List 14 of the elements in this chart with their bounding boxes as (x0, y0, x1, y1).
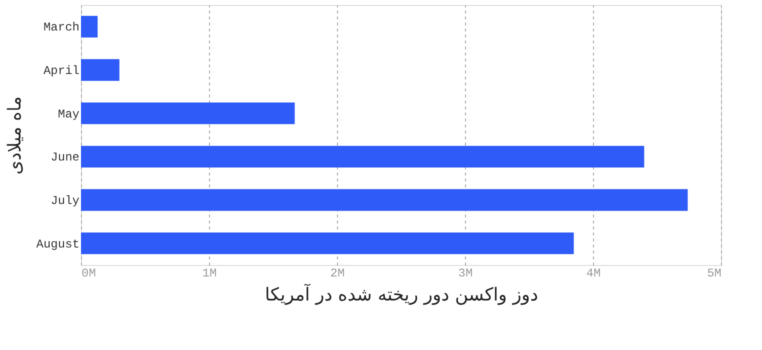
x-tick-label: 1M (202, 266, 217, 280)
y-tick-label: June (50, 150, 80, 165)
y-tick-label: August (36, 237, 80, 252)
y-tick-label: May (58, 107, 80, 122)
x-axis-title: دوز واکسن دور ریخته شده در آمریکا (264, 284, 538, 306)
y-tick-label: April (43, 64, 80, 78)
x-tick-label: 4M (586, 266, 601, 280)
y-tick-label: July (50, 194, 80, 208)
x-tick-label: 3M (458, 266, 473, 280)
x-tick-label: 0M (82, 266, 96, 280)
y-axis-title: ماه میلادی (4, 96, 26, 175)
y-tick-label: March (43, 20, 80, 35)
x-tick-label: 5M (707, 266, 722, 280)
x-tick-label: 2M (330, 266, 345, 280)
